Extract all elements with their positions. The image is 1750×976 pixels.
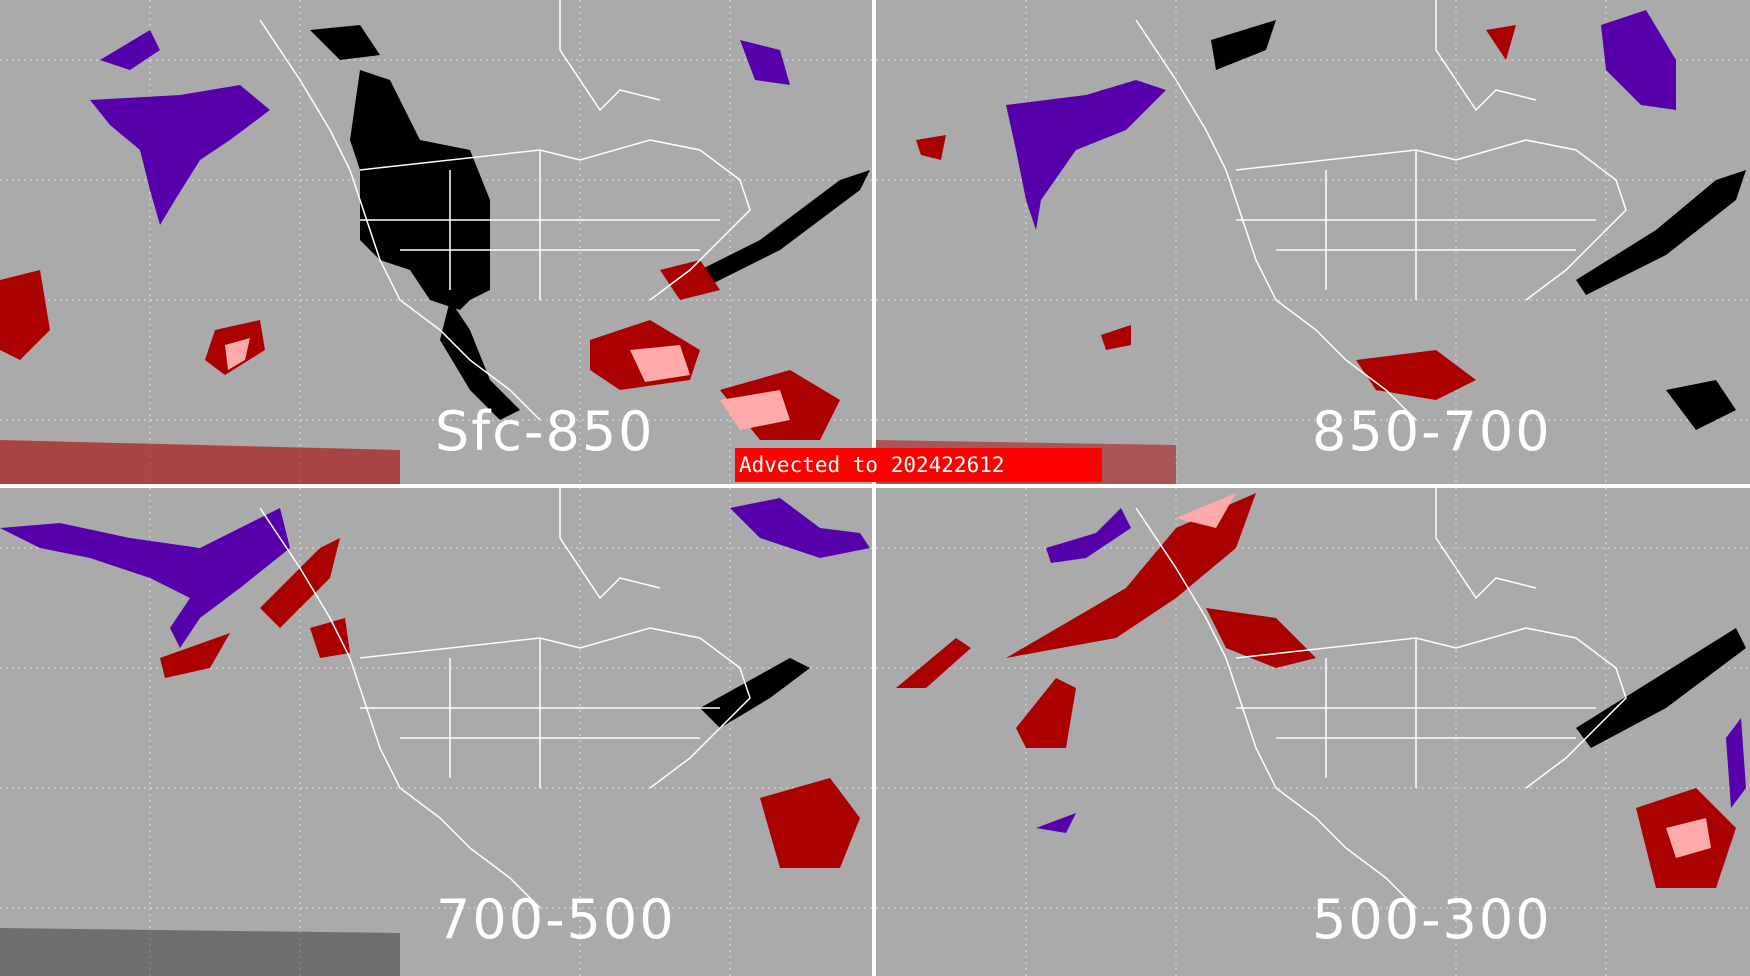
map-sfc-850 (0, 0, 872, 484)
red-region (0, 270, 50, 360)
map-500-300 (876, 488, 1750, 976)
red-region (916, 135, 946, 160)
purple-region (100, 30, 160, 70)
purple-region (1006, 80, 1166, 230)
red-region (1006, 493, 1256, 658)
purple-region (1601, 10, 1676, 110)
panel-500-300: 500-300 (876, 488, 1750, 976)
lat-lon-grid (876, 488, 1750, 976)
purple-region (0, 508, 290, 648)
panel-850-700: 850-700 (876, 0, 1750, 484)
pink-region (1176, 493, 1236, 528)
black-region (1211, 20, 1276, 70)
red-region (1486, 25, 1516, 60)
black-region (680, 170, 870, 290)
red-region (0, 440, 400, 484)
red-region (310, 618, 350, 658)
pink-region (720, 390, 790, 430)
coastline (1135, 0, 1627, 421)
panel-label: Sfc-850 (435, 400, 655, 463)
pink-region (225, 338, 250, 370)
black-region (1576, 628, 1746, 748)
lat-lon-grid (876, 0, 1750, 484)
red-region (896, 638, 971, 688)
coastline (1135, 488, 1627, 909)
red-region (160, 633, 230, 678)
panel-sfc-850: Sfc-850 (0, 0, 872, 484)
red-region (1356, 350, 1476, 400)
purple-region (730, 498, 870, 558)
purple-region (90, 85, 270, 225)
red-region (260, 538, 340, 628)
black-region (350, 70, 490, 310)
map-700-500 (0, 488, 872, 976)
pink-region (630, 345, 690, 382)
red-region (660, 260, 720, 300)
red-region (1016, 678, 1076, 748)
advected-banner: Advected to 202422612 (735, 448, 1102, 482)
black-region (1576, 170, 1746, 295)
purple-region (1726, 718, 1746, 808)
red-region (1206, 608, 1316, 668)
red-region (1101, 325, 1131, 350)
black-region (310, 25, 380, 60)
panel-label: 850-700 (1312, 400, 1552, 463)
panel-label: 700-500 (436, 888, 676, 951)
red-region (760, 778, 860, 868)
black-region (700, 658, 810, 728)
purple-region (1046, 508, 1131, 563)
pink-region (1666, 818, 1711, 858)
black-region (440, 300, 520, 420)
coastline (259, 488, 751, 909)
coastline (259, 0, 751, 421)
panel-700-500: 700-500 (0, 488, 872, 976)
purple-region (740, 40, 790, 85)
black-region (1666, 380, 1736, 430)
panel-label: 500-300 (1312, 888, 1552, 951)
black-region (0, 928, 400, 976)
purple-region (1036, 813, 1076, 833)
